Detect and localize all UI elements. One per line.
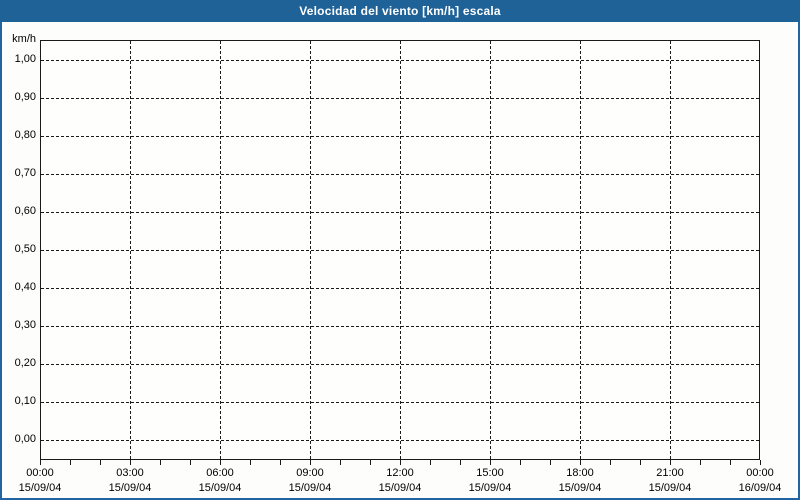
x-axis-time-label: 15:00 [476, 467, 504, 479]
x-axis-tick [730, 460, 731, 465]
y-axis-unit-label: km/h [12, 33, 36, 45]
x-axis-tick [640, 460, 641, 465]
x-axis-tick [610, 460, 611, 465]
x-axis-date-label: 16/09/04 [738, 482, 782, 494]
x-axis-tick [310, 460, 311, 465]
y-axis-label: 0,40 [14, 281, 36, 293]
x-axis-tick [670, 460, 671, 465]
x-axis-time-label: 12:00 [386, 467, 414, 479]
x-axis-tick [130, 460, 131, 465]
y-axis-label: 0,90 [14, 91, 36, 103]
x-axis-time-label: 03:00 [116, 467, 144, 479]
x-axis-tick [400, 460, 401, 465]
gridline-vertical [130, 41, 131, 459]
y-axis-label: 0,00 [14, 433, 36, 445]
x-axis-time-label: 18:00 [566, 467, 594, 479]
x-axis-time-label: 09:00 [296, 467, 324, 479]
y-axis-label: 0,80 [14, 129, 36, 141]
page-title: Velocidad del viento [km/h] escala [299, 4, 501, 18]
x-axis-time-label: 00:00 [26, 467, 54, 479]
window-titlebar: Velocidad del viento [km/h] escala [0, 0, 800, 22]
gridline-vertical [400, 41, 401, 459]
x-axis-tick [700, 460, 701, 465]
x-axis-tick [40, 460, 41, 465]
x-axis-tick [430, 460, 431, 465]
x-axis-tick [520, 460, 521, 465]
y-axis-label: 0,70 [14, 167, 36, 179]
x-axis-date-label: 15/09/04 [108, 482, 152, 494]
x-axis-tick [340, 460, 341, 465]
gridline-vertical [490, 41, 491, 459]
y-axis-label: 0,50 [14, 243, 36, 255]
x-axis-tick [160, 460, 161, 465]
plot-area [40, 40, 760, 460]
chart-panel: km/h 1,00 0,90 0,80 0,70 0,60 0,50 0,40 0,30 0,2… [2, 22, 798, 498]
x-axis-tick [100, 460, 101, 465]
x-axis-time-label: 21:00 [656, 467, 684, 479]
x-axis-tick [280, 460, 281, 465]
y-axis-label: 0,20 [14, 357, 36, 369]
x-axis-date-label: 15/09/04 [198, 482, 242, 494]
x-axis-date-label: 15/09/04 [288, 482, 332, 494]
x-axis-time-label: 00:00 [746, 467, 774, 479]
gridline-vertical [220, 41, 221, 459]
x-axis-tick [220, 460, 221, 465]
x-axis-tick [580, 460, 581, 465]
x-axis-tick [370, 460, 371, 465]
y-axis-label: 1,00 [14, 53, 36, 65]
x-axis-tick [70, 460, 71, 465]
gridline-vertical [580, 41, 581, 459]
y-axis-label: 0,10 [14, 395, 36, 407]
x-axis-tick [490, 460, 491, 465]
y-axis-label: 0,60 [14, 205, 36, 217]
gridline-vertical [670, 41, 671, 459]
x-axis-date-label: 15/09/04 [378, 482, 422, 494]
x-axis-tick [760, 460, 761, 465]
gridline-vertical [310, 41, 311, 459]
x-axis-date-label: 15/09/04 [558, 482, 602, 494]
x-axis-date-label: 15/09/04 [18, 482, 62, 494]
x-axis-tick [190, 460, 191, 465]
x-axis-date-label: 15/09/04 [468, 482, 512, 494]
x-axis-date-label: 15/09/04 [648, 482, 692, 494]
x-axis-tick [460, 460, 461, 465]
x-axis-tick [550, 460, 551, 465]
y-axis-label: 0,30 [14, 319, 36, 331]
x-axis-time-label: 06:00 [206, 467, 234, 479]
x-axis-tick [250, 460, 251, 465]
